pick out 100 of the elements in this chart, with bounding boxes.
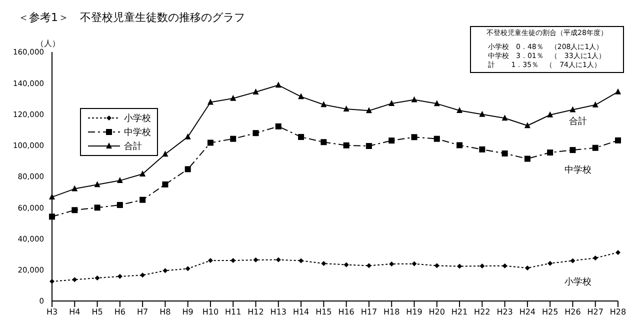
point: [434, 263, 440, 268]
x-tick-label: H22: [474, 308, 490, 317]
point: [502, 150, 508, 156]
x-tick-label: H28: [610, 308, 626, 317]
y-axis-title: （人）: [36, 38, 60, 48]
legend-label: 合計: [124, 140, 142, 152]
point: [72, 207, 78, 214]
point: [592, 144, 598, 151]
point: [524, 122, 530, 128]
point: [298, 134, 304, 140]
point: [570, 106, 576, 112]
legend-label: 中学校: [124, 126, 151, 138]
point: [162, 268, 168, 274]
point: [366, 107, 372, 114]
point: [320, 101, 327, 108]
point: [456, 107, 463, 114]
point: [411, 134, 418, 140]
point: [275, 123, 282, 130]
point: [457, 264, 462, 269]
point: [207, 140, 214, 146]
point: [366, 263, 372, 268]
point: [411, 96, 418, 102]
point: [72, 185, 78, 192]
point: [185, 266, 190, 272]
point: [230, 258, 236, 264]
point: [547, 111, 554, 118]
point: [94, 204, 100, 211]
point: [184, 166, 191, 172]
point: [343, 105, 350, 112]
x-tick-label: H19: [406, 308, 422, 317]
x-tick-label: H26: [564, 308, 581, 317]
point: [502, 263, 508, 268]
point: [502, 114, 508, 121]
x-tick-label: H4: [69, 308, 80, 317]
x-tick-label: H27: [587, 308, 604, 317]
x-tick-label: H11: [225, 308, 242, 317]
point: [480, 263, 485, 268]
point: [207, 98, 214, 105]
point: [456, 142, 463, 148]
x-tick-label: H7: [137, 308, 148, 317]
point: [162, 181, 168, 188]
point: [548, 260, 553, 266]
point: [140, 196, 146, 203]
point: [412, 261, 417, 266]
point: [389, 261, 394, 266]
point: [547, 150, 554, 156]
x-tick-label: H24: [519, 308, 536, 317]
point: [252, 130, 259, 136]
point: [49, 214, 55, 220]
point: [570, 258, 576, 264]
x-tick-label: H18: [384, 308, 400, 317]
point: [344, 262, 349, 268]
text: 合計: [569, 116, 587, 127]
x-tick-label: H20: [428, 308, 445, 317]
x-tick-label: H13: [270, 308, 286, 317]
x-tick-label: H16: [338, 308, 354, 317]
point: [116, 177, 123, 184]
point: [434, 136, 440, 142]
x-tick-label: H6: [114, 308, 126, 317]
point: [434, 100, 440, 106]
x-tick-label: H3: [46, 308, 58, 317]
point: [117, 274, 122, 279]
x-tick-label: H10: [202, 308, 219, 317]
point: [253, 257, 258, 262]
x-tick-label: H5: [92, 308, 103, 317]
point: [94, 181, 100, 188]
point: [592, 101, 598, 108]
point: [140, 272, 146, 278]
point: [479, 110, 486, 117]
legend-label: 小学校: [124, 112, 151, 124]
point: [50, 278, 54, 284]
point: [276, 257, 281, 262]
point: [616, 250, 620, 255]
point: [298, 258, 304, 264]
x-tick-label: H21: [451, 308, 468, 317]
point: [230, 136, 236, 142]
point: [388, 100, 395, 106]
point: [72, 277, 78, 282]
point: [570, 147, 576, 154]
point: [116, 202, 123, 208]
point: [366, 142, 372, 149]
x-tick-label: H9: [182, 308, 194, 317]
x-tick-label: H23: [496, 308, 513, 317]
x-tick-label: H15: [316, 308, 332, 317]
point: [479, 146, 486, 152]
point: [615, 88, 621, 94]
x-tick-label: H17: [360, 308, 378, 317]
point: [140, 170, 146, 177]
text: 中学校: [564, 165, 592, 176]
point: [592, 256, 598, 261]
chart-title: ＜参考1＞ 不登校児童生徒数の推移のグラフ: [18, 10, 245, 25]
point: [275, 82, 282, 88]
point: [298, 93, 304, 100]
x-tick-label: H14: [292, 308, 310, 317]
point: [615, 137, 621, 144]
point: [184, 133, 191, 140]
point: [524, 266, 530, 271]
point: [162, 150, 168, 157]
point: [230, 94, 236, 101]
point: [321, 260, 326, 266]
